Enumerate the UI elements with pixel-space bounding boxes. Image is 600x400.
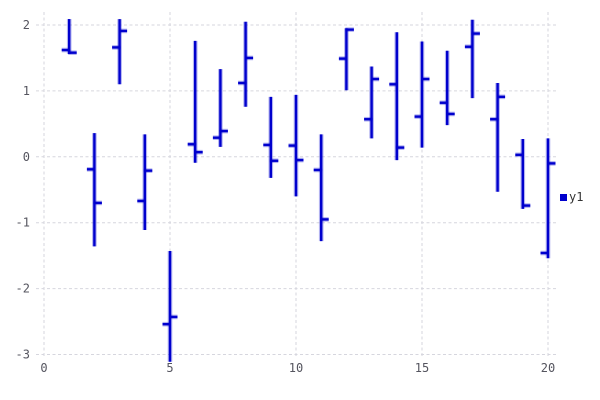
legend-marker-y1 — [560, 193, 567, 201]
legend: y1 — [560, 190, 584, 204]
x-tick-label: 5 — [166, 361, 173, 375]
y-tick-label: -2 — [16, 282, 30, 296]
legend-label-y1: y1 — [569, 190, 584, 204]
x-tick-label: 10 — [289, 361, 303, 375]
x-tick-label: 20 — [541, 361, 555, 375]
y-tick-label: 0 — [23, 150, 30, 164]
y-tick-label: -1 — [16, 216, 30, 230]
y-tick-label: 1 — [23, 84, 30, 98]
y-tick-label: 2 — [23, 18, 30, 32]
x-tick-label: 15 — [415, 361, 429, 375]
x-tick-label: 0 — [40, 361, 47, 375]
y-tick-label: -3 — [16, 348, 30, 362]
